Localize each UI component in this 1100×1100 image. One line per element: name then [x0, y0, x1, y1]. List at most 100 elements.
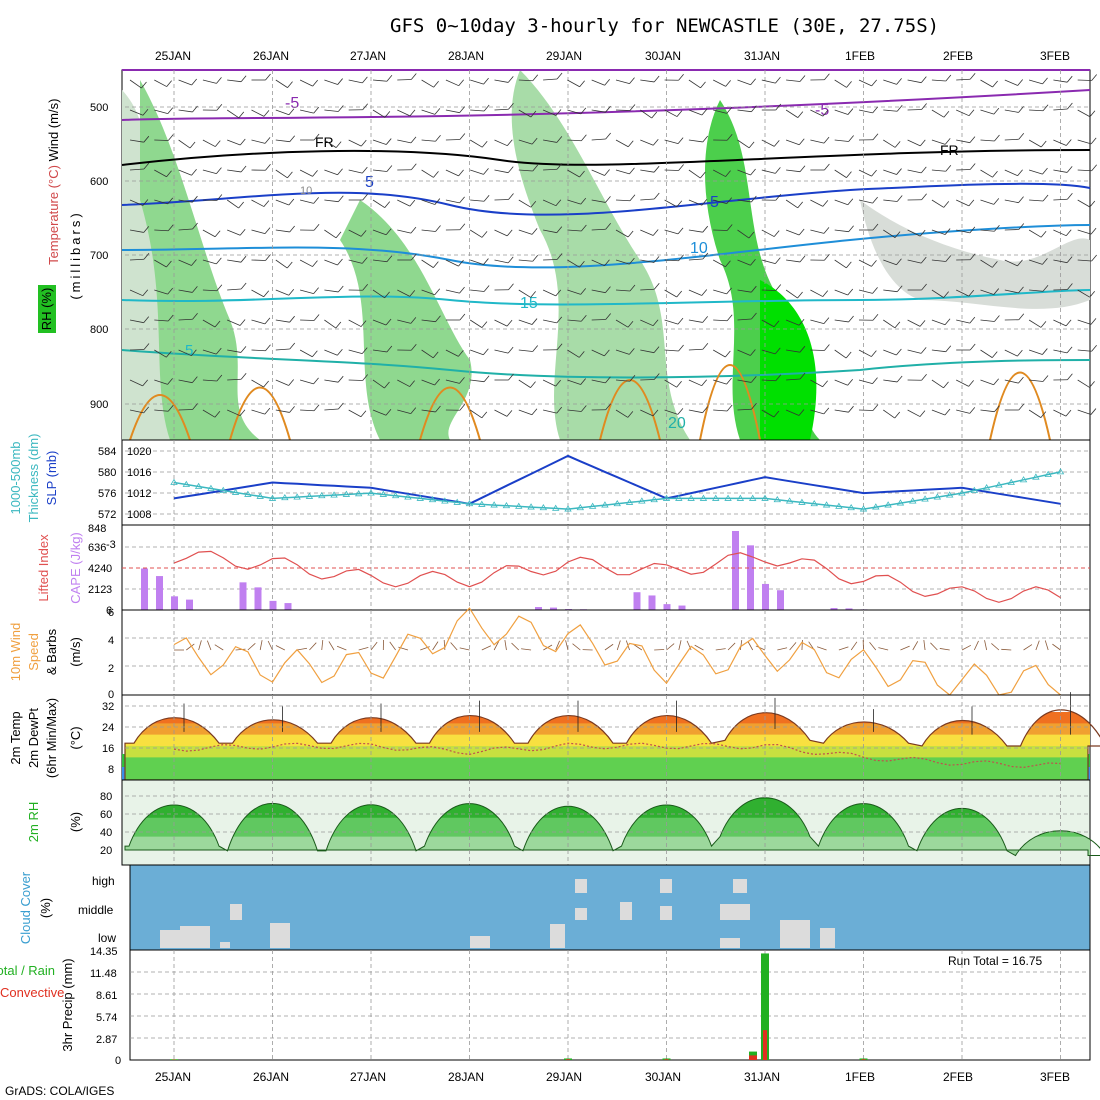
wind-barb [324, 259, 338, 266]
wind-barb [1077, 259, 1092, 262]
date-label-top: 27JAN [350, 49, 386, 63]
temp-tick: 8 [108, 764, 114, 776]
wind-barb [640, 288, 655, 291]
wind-barb-flag [481, 231, 488, 238]
wind-barb [227, 229, 241, 236]
wind-barb [470, 379, 485, 383]
wind-barb-flag [1042, 258, 1048, 265]
temp-contour-minus5-upper [121, 68, 1091, 72]
wind-barb-flag [944, 408, 951, 416]
date-label-top: 3FEB [1040, 49, 1070, 63]
thickness-point [1019, 476, 1028, 483]
wind-barb [129, 379, 143, 387]
wind-barb-flag [410, 163, 417, 171]
wind-barb [980, 379, 994, 386]
wind-barb [858, 109, 873, 114]
cloud-panel: high middle low Cloud Cover (%) [18, 864, 1091, 951]
wind-barb-flag [605, 286, 611, 293]
wind-barb-flag [384, 201, 391, 208]
wind-barb [737, 79, 751, 86]
wind-barb [542, 199, 557, 207]
wind-barb-flag [920, 256, 927, 264]
thickness-point [318, 492, 326, 499]
wind-barb-flag [384, 381, 390, 389]
wind-barb [518, 199, 532, 208]
wind-barb-flag [1090, 318, 1097, 325]
wind-barb-flag [726, 107, 733, 114]
wind-barb [1077, 229, 1092, 235]
cloud-bar-middle [575, 908, 587, 920]
wind-barb-flag [944, 138, 951, 145]
wind-barb-flag [993, 107, 1000, 115]
wind-barb [1028, 169, 1043, 175]
wind-barb [202, 229, 216, 238]
wind-barb-flag [629, 167, 635, 175]
wind-barb [129, 109, 144, 116]
wind-barb-flag [1066, 75, 1073, 83]
wind-barb-flag [434, 288, 441, 296]
wind-barb-flag [578, 351, 585, 358]
wind-barb-10m [666, 643, 675, 651]
wind-barb-flag [483, 285, 490, 292]
wind-barb-flag [265, 254, 271, 261]
wind-barb-flag [943, 291, 949, 298]
thickness-point [404, 493, 412, 500]
wind-barb-flag [410, 226, 417, 234]
cloud-bar-low [470, 936, 490, 948]
wind-barb-flag [191, 168, 197, 176]
wind-barb-flag [360, 230, 367, 237]
wind-barb [615, 79, 630, 85]
wind-barb-flag [653, 346, 660, 353]
wind-barb [372, 409, 387, 416]
wind-barb [1028, 139, 1042, 148]
slp-tick: 1020 [127, 446, 151, 458]
temp-contour-minus5 [121, 89, 1091, 121]
wind-barb-flag [556, 72, 563, 80]
rh-label-unit: (%) [68, 812, 83, 832]
precip-bar-total [761, 953, 769, 1060]
wind-panel-frame [121, 609, 1091, 696]
wind-barb-flag [750, 78, 756, 86]
wind-barb [372, 229, 387, 236]
wind-barb [1004, 259, 1018, 267]
wind-barb-flag [1067, 283, 1073, 290]
wind-barb [591, 109, 606, 113]
wind-barb [883, 229, 896, 238]
wind-barb-flag [459, 313, 466, 321]
wind-barb [518, 79, 533, 82]
wind-label-1: 10m Wind [8, 623, 23, 682]
wind-barb-flag [993, 198, 1000, 205]
wind-barb [761, 79, 776, 84]
wind-barb-flag [1090, 227, 1097, 235]
wind-barb-flag [238, 201, 244, 209]
wind-barb [713, 79, 726, 87]
thickness-point [367, 489, 375, 496]
wind-barb-flag [481, 411, 488, 419]
wind-barb [1053, 169, 1068, 173]
cloud-level-low: low [98, 931, 116, 945]
wind-barb-10m [939, 648, 950, 651]
wind-barb [372, 169, 387, 172]
wind-barb-flag [214, 320, 221, 328]
wind-barb [907, 169, 922, 174]
date-label-top: 30JAN [645, 49, 681, 63]
wind-barb-flag [677, 137, 684, 144]
wind-barb [567, 79, 580, 88]
wind-barb [1077, 379, 1090, 388]
wind-barb-flag [871, 169, 877, 177]
thickness-point [428, 495, 437, 503]
wind-barb-flag [506, 229, 513, 237]
wind-barb [713, 379, 727, 385]
wind-barb-flag [458, 79, 464, 86]
wind-barb [178, 318, 193, 321]
precip-bars [170, 953, 868, 1060]
wind-barb-flag [410, 343, 417, 351]
temp-label-2: 2m DewPt [26, 708, 41, 768]
wind-barb [737, 408, 752, 411]
wind-barb-flag [313, 223, 320, 231]
temp-contour-5 [121, 182, 1091, 216]
wind-barb-flag [992, 261, 998, 268]
wind-barb [300, 109, 314, 114]
thickness-point [441, 497, 449, 504]
wind-barb [275, 379, 289, 386]
